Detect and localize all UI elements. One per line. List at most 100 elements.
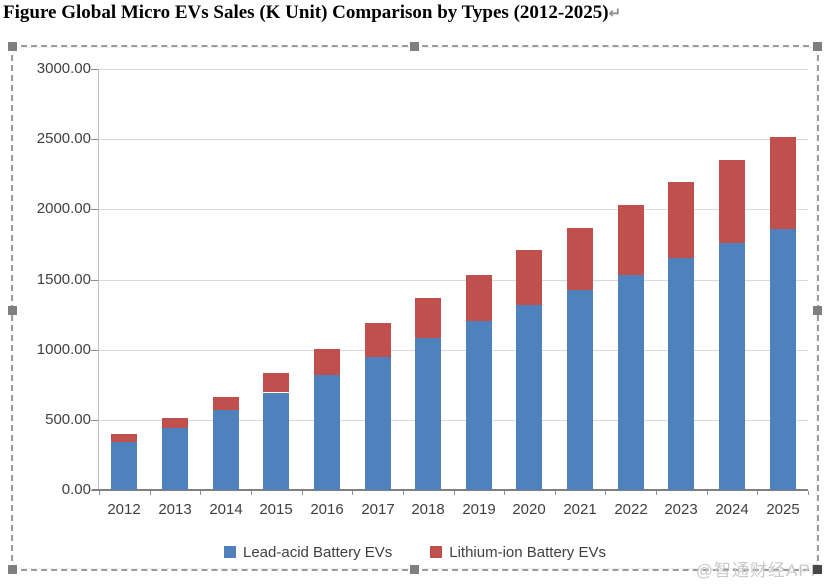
x-axis-tick <box>605 491 606 495</box>
y-axis-label: 2000.00 <box>36 200 91 217</box>
chart-object[interactable]: 3000.00 2500.00 2000.00 1500.00 1000.00 500.0… <box>11 45 819 571</box>
bar-2016-lithium-ion-battery-evs[interactable] <box>314 349 340 375</box>
selection-handle-bottom-mid[interactable] <box>410 565 419 574</box>
y-axis-label: 0.00 <box>61 481 91 498</box>
legend-swatch-icon <box>430 546 443 558</box>
bar-2012-lead-acid-battery-evs[interactable] <box>111 442 137 490</box>
bar-2013-lithium-ion-battery-evs[interactable] <box>162 417 188 429</box>
gridline-2500 <box>99 139 808 140</box>
gridline-500 <box>99 420 808 421</box>
x-axis-label: 2019 <box>462 501 496 518</box>
x-axis-label: 2021 <box>563 501 597 518</box>
x-axis-tick <box>757 491 758 495</box>
bar-2015-lead-acid-battery-evs[interactable] <box>263 392 289 490</box>
x-axis-tick <box>352 491 353 495</box>
y-axis-tick <box>91 280 98 281</box>
y-axis-label: 2500.00 <box>36 130 91 147</box>
bar-2018-lead-acid-battery-evs[interactable] <box>415 337 441 490</box>
bar-2022-lithium-ion-battery-evs[interactable] <box>618 205 644 275</box>
selection-handle-right-mid[interactable] <box>813 306 822 315</box>
figure-title-text: Figure Global Micro EVs Sales (K Unit) C… <box>3 2 609 23</box>
gridline-3000 <box>99 69 808 70</box>
bar-2014-lithium-ion-battery-evs[interactable] <box>213 396 239 410</box>
x-axis-line <box>92 489 808 491</box>
y-axis-label: 3000.00 <box>36 60 91 77</box>
bar-2023-lithium-ion-battery-evs[interactable] <box>668 182 694 258</box>
y-axis-tick <box>91 139 98 140</box>
y-axis-line <box>98 69 99 490</box>
x-axis-tick <box>656 491 657 495</box>
watermark: @智通财经APP <box>695 561 823 580</box>
y-axis-tick <box>91 209 98 210</box>
bar-2017-lead-acid-battery-evs[interactable] <box>365 356 391 490</box>
bar-2012-lithium-ion-battery-evs[interactable] <box>111 433 137 443</box>
legend-swatch-icon <box>224 546 236 558</box>
bar-2013-lead-acid-battery-evs[interactable] <box>162 428 188 490</box>
selection-handle-top-left[interactable] <box>8 42 17 51</box>
bar-2018-lithium-ion-battery-evs[interactable] <box>415 298 441 338</box>
bar-2017-lithium-ion-battery-evs[interactable] <box>365 323 391 357</box>
selection-handle-top-right[interactable] <box>813 42 822 51</box>
selection-handle-top-mid[interactable] <box>410 42 419 51</box>
paragraph-return-icon: ↵ <box>608 4 622 22</box>
x-axis-label: 2025 <box>766 501 800 518</box>
plot-area: 3000.00 2500.00 2000.00 1500.00 1000.00 500.0… <box>37 61 809 518</box>
x-axis-label: 2024 <box>715 501 749 518</box>
x-axis-tick <box>200 491 201 495</box>
gridline-1500 <box>99 280 808 281</box>
y-axis-tick <box>91 350 98 351</box>
bar-2025-lead-acid-battery-evs[interactable] <box>770 229 796 490</box>
x-axis-label: 2022 <box>614 501 648 518</box>
bar-2025-lithium-ion-battery-evs[interactable] <box>770 137 796 229</box>
y-axis-label: 1000.00 <box>36 341 91 358</box>
selection-handle-left-mid[interactable] <box>8 306 17 315</box>
bar-2019-lead-acid-battery-evs[interactable] <box>466 320 492 490</box>
legend-item-lead-acid-battery-evs[interactable]: Lead-acid Battery EVs <box>224 544 392 561</box>
legend-label: Lithium-ion Battery EVs <box>449 543 606 561</box>
x-axis-tick <box>302 491 303 495</box>
x-axis-tick <box>454 491 455 495</box>
x-axis-label: 2012 <box>107 501 141 518</box>
chart-legend[interactable]: Lead-acid Battery EVs Lithium-ion Battery… <box>13 541 817 563</box>
y-axis-tick <box>91 420 98 421</box>
bar-2020-lead-acid-battery-evs[interactable] <box>516 304 542 490</box>
x-axis-label: 2014 <box>209 501 243 518</box>
x-axis-label: 2016 <box>310 501 344 518</box>
x-axis-label: 2015 <box>259 501 293 518</box>
bar-2023-lead-acid-battery-evs[interactable] <box>668 257 694 490</box>
bar-2024-lithium-ion-battery-evs[interactable] <box>719 159 745 243</box>
gridline-2000 <box>99 209 808 210</box>
bar-2020-lithium-ion-battery-evs[interactable] <box>516 250 542 305</box>
x-axis-label: 2020 <box>512 501 546 518</box>
bar-2022-lead-acid-battery-evs[interactable] <box>618 274 644 490</box>
x-axis-label: 2017 <box>361 501 395 518</box>
x-axis-label: 2013 <box>158 501 192 518</box>
y-axis-tick <box>91 69 98 70</box>
x-axis-tick <box>555 491 556 495</box>
gridline-1000 <box>99 350 808 351</box>
legend-item-lithium-ion-battery-evs[interactable]: Lithium-ion Battery EVs <box>430 544 606 561</box>
figure-title: Figure Global Micro EVs Sales (K Unit) C… <box>3 2 823 24</box>
x-axis-tick <box>150 491 151 495</box>
x-axis-tick <box>504 491 505 495</box>
y-axis-label: 1500.00 <box>36 271 91 288</box>
bar-2016-lead-acid-battery-evs[interactable] <box>314 374 340 490</box>
y-axis-label: 500.00 <box>45 411 91 428</box>
selection-handle-bottom-right[interactable] <box>813 565 822 574</box>
bar-2021-lead-acid-battery-evs[interactable] <box>567 290 593 490</box>
x-axis-label: 2023 <box>664 501 698 518</box>
x-axis-tick <box>99 491 100 495</box>
selection-handle-bottom-left[interactable] <box>8 565 17 574</box>
bar-2024-lead-acid-battery-evs[interactable] <box>719 243 745 490</box>
x-axis-tick <box>251 491 252 495</box>
x-axis-tick <box>403 491 404 495</box>
x-axis-tick <box>707 491 708 495</box>
bar-2021-lithium-ion-battery-evs[interactable] <box>567 227 593 290</box>
bar-2015-lithium-ion-battery-evs[interactable] <box>263 372 289 393</box>
bar-2014-lead-acid-battery-evs[interactable] <box>213 410 239 490</box>
bar-2019-lithium-ion-battery-evs[interactable] <box>466 274 492 321</box>
legend-label: Lead-acid Battery EVs <box>243 543 393 561</box>
x-axis-tick <box>808 491 809 495</box>
x-axis-label: 2018 <box>411 501 445 518</box>
